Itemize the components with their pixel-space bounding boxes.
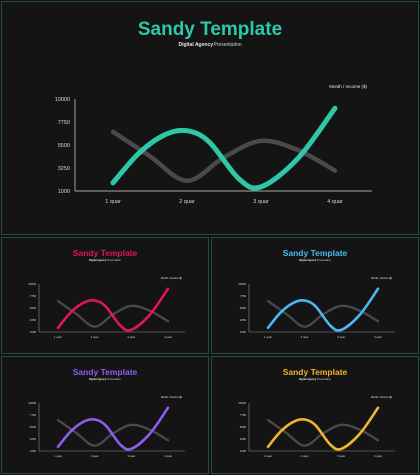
slide-title: Sandy Template — [282, 248, 348, 258]
y-tick-label: 1000 — [30, 449, 37, 453]
main-slide: Sandy Template Digital Agency Presentati… — [1, 1, 419, 235]
slide-title: Sandy Template — [72, 248, 138, 258]
slide-subtitle: Digital Agency Presentation — [2, 378, 208, 381]
slide-subtitle: Digital Agency Presentation — [2, 259, 208, 262]
subtitle-bold: Digital Agency — [88, 378, 107, 381]
x-tick-label: 2 quar — [301, 454, 309, 458]
subtitle-rest: Presentation — [106, 378, 122, 381]
subtitle-bold: Digital Agency — [298, 378, 317, 381]
chart-main: 1000 3250 5500 7750 10000 1 quar 2 quar 3 quar 4… — [55, 84, 372, 205]
x-tick-label: 1 quar — [54, 454, 62, 458]
y-tick-label: 3250 — [30, 437, 37, 441]
legend-label: Month / Income ($) — [371, 277, 392, 280]
x-tick-label: 2 quar — [179, 199, 195, 205]
slide-title: Sandy Template — [282, 367, 348, 377]
y-tick-label: 10000 — [238, 282, 246, 286]
x-tick-label: 4 quar — [374, 335, 382, 339]
y-tick-label: 3250 — [58, 166, 70, 172]
y-tick-label: 1000 — [240, 449, 247, 453]
y-tick-label: 3250 — [30, 318, 37, 322]
y-tick-label: 10000 — [28, 282, 36, 286]
chart-thumb-2: 1000 3250 5500 7750 10000 1 quar 2 quar 3 quar 4… — [238, 277, 395, 339]
legend-label: Month / Income ($) — [161, 396, 182, 399]
legend-label: Month / Income ($) — [161, 277, 182, 280]
y-tick-label: 5500 — [240, 306, 247, 310]
x-tick-label: 2 quar — [301, 335, 309, 339]
x-tick-label: 3 quar — [127, 335, 135, 339]
accent-series-line — [110, 105, 338, 191]
y-tick-label: 10000 — [238, 401, 246, 405]
y-tick-label: 10000 — [28, 401, 36, 405]
x-tick-label: 4 quar — [374, 454, 382, 458]
x-tick-label: 4 quar — [164, 335, 172, 339]
subtitle-rest: Presentation — [213, 42, 242, 48]
y-tick-label: 3250 — [240, 318, 247, 322]
x-tick-label: 3 quar — [253, 199, 269, 205]
subtitle-rest: Presentation — [316, 259, 332, 262]
subtitle-bold: Digital Agency — [178, 42, 214, 48]
chart-thumb-1: 1000 3250 5500 7750 10000 1 quar 2 quar 3 quar 4… — [28, 277, 185, 339]
y-tick-label: 5500 — [240, 425, 247, 429]
x-tick-label: 4 quar — [327, 199, 343, 205]
accent-series-line — [56, 406, 170, 451]
y-tick-label: 7750 — [58, 120, 70, 126]
x-tick-label: 2 quar — [91, 454, 99, 458]
y-tick-label: 5500 — [30, 425, 37, 429]
subtitle-rest: Presentation — [316, 378, 332, 381]
y-tick-label: 7750 — [30, 413, 37, 417]
thumb-slide-2[interactable]: Sandy Template Digital Agency Presentati… — [211, 237, 419, 354]
legend-label: Month / Income ($) — [329, 84, 367, 89]
x-tick-label: 1 quar — [54, 335, 62, 339]
y-tick-label: 7750 — [30, 294, 37, 298]
thumb-slide-1[interactable]: Sandy Template Digital Agency Presentati… — [1, 237, 209, 354]
x-tick-label: 3 quar — [337, 335, 345, 339]
subtitle-bold: Digital Agency — [298, 259, 317, 262]
chart-thumb-3: 1000 3250 5500 7750 10000 1 quar 2 quar 3 quar 4… — [28, 396, 185, 458]
slide-title: Sandy Template — [72, 367, 138, 377]
slide-subtitle: Digital Agency Presentation — [212, 259, 418, 262]
x-tick-label: 3 quar — [337, 454, 345, 458]
y-tick-label: 5500 — [30, 306, 37, 310]
y-tick-label: 3250 — [240, 437, 247, 441]
x-tick-label: 1 quar — [264, 454, 272, 458]
y-tick-label: 7750 — [240, 413, 247, 417]
y-tick-label: 7750 — [240, 294, 247, 298]
slide-subtitle: Digital Agency Presentation — [2, 42, 418, 48]
x-tick-label: 4 quar — [164, 454, 172, 458]
y-tick-label: 1000 — [58, 189, 70, 195]
y-tick-label: 10000 — [55, 97, 70, 103]
y-tick-label: 1000 — [240, 330, 247, 334]
x-tick-label: 2 quar — [91, 335, 99, 339]
accent-series-line — [266, 287, 380, 332]
y-tick-label: 5500 — [58, 143, 70, 149]
thumb-slide-3[interactable]: Sandy Template Digital Agency Presentati… — [1, 356, 209, 474]
x-tick-label: 3 quar — [127, 454, 135, 458]
y-tick-label: 1000 — [30, 330, 37, 334]
slide-subtitle: Digital Agency Presentation — [212, 378, 418, 381]
x-tick-label: 1 quar — [105, 199, 121, 205]
accent-series-line — [56, 287, 170, 332]
accent-series-line — [266, 406, 380, 451]
legend-label: Month / Income ($) — [371, 396, 392, 399]
slide-title: Sandy Template — [137, 19, 283, 40]
thumb-slide-4[interactable]: Sandy Template Digital Agency Presentati… — [211, 356, 419, 474]
subtitle-bold: Digital Agency — [88, 259, 107, 262]
x-tick-label: 1 quar — [264, 335, 272, 339]
subtitle-rest: Presentation — [106, 259, 122, 262]
chart-thumb-4: 1000 3250 5500 7750 10000 1 quar 2 quar 3 quar 4… — [238, 396, 395, 458]
